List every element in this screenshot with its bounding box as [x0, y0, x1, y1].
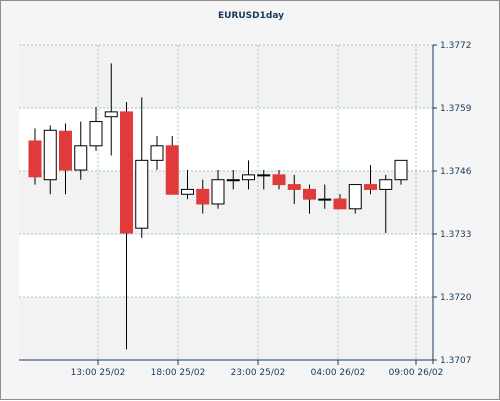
- candle-up: [104, 111, 118, 118]
- plot-band: [19, 45, 433, 108]
- candle-up: [89, 121, 103, 147]
- candle-up: [135, 159, 149, 229]
- candle-up: [348, 184, 362, 210]
- candle-up: [150, 145, 164, 161]
- candle-up: [43, 129, 57, 181]
- candle-up: [226, 179, 240, 182]
- chart-title: EURUSD1day: [217, 11, 284, 21]
- candle-up: [211, 179, 225, 205]
- y-tick-label: 1.3746: [440, 167, 472, 177]
- candle-down: [272, 174, 286, 186]
- plot-band: [19, 171, 433, 234]
- x-tick-label: 13:00 25/02: [71, 368, 126, 378]
- y-tick-label: 1.3733: [440, 230, 472, 240]
- candle-down: [196, 188, 210, 205]
- x-tick-label: 23:00 25/02: [231, 368, 286, 378]
- candle-down: [287, 184, 301, 190]
- candle-down: [59, 130, 72, 171]
- candle-up: [394, 159, 408, 181]
- candle-up: [74, 145, 88, 171]
- candle-down: [364, 184, 377, 190]
- y-tick-label: 1.3772: [440, 41, 472, 51]
- candle-down: [28, 140, 42, 178]
- y-tick-label: 1.3707: [440, 356, 472, 366]
- candle-up: [257, 174, 271, 177]
- y-tick-label: 1.3759: [440, 104, 472, 114]
- x-tick-label: 18:00 25/02: [151, 368, 206, 378]
- candle-up: [318, 198, 332, 201]
- x-tick-label: 04:00 26/02: [311, 368, 366, 378]
- x-tick-label: 09:00 26/02: [389, 368, 444, 378]
- y-tick-label: 1.3720: [440, 293, 472, 303]
- candle-down: [303, 188, 316, 200]
- candle-down: [333, 198, 347, 210]
- plot-band: [19, 297, 433, 360]
- candle-up: [379, 179, 393, 190]
- candle-down: [120, 111, 133, 234]
- candle-up: [181, 188, 194, 195]
- candle-up: [242, 174, 255, 181]
- candle-down: [165, 145, 179, 195]
